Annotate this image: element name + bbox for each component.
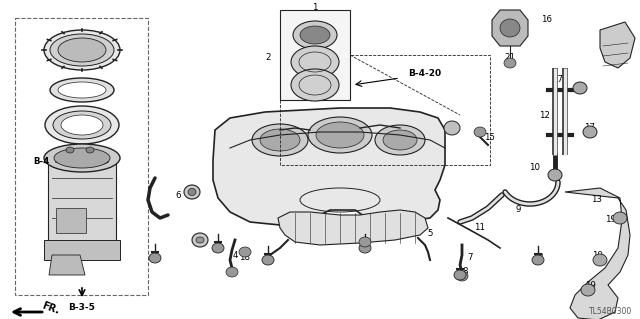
Text: 8: 8 <box>265 254 271 263</box>
Text: 6: 6 <box>175 190 180 199</box>
Ellipse shape <box>260 129 300 151</box>
Ellipse shape <box>61 115 103 135</box>
Ellipse shape <box>58 38 106 62</box>
Ellipse shape <box>300 26 330 44</box>
Ellipse shape <box>573 82 587 94</box>
Ellipse shape <box>291 46 339 78</box>
Ellipse shape <box>383 130 417 150</box>
Ellipse shape <box>359 237 371 247</box>
Text: B-4: B-4 <box>34 158 108 167</box>
Ellipse shape <box>44 144 120 172</box>
Ellipse shape <box>226 267 238 277</box>
Ellipse shape <box>188 189 196 196</box>
Ellipse shape <box>316 122 364 148</box>
Ellipse shape <box>239 247 251 257</box>
Text: 12: 12 <box>540 110 550 120</box>
Text: 19: 19 <box>605 216 616 225</box>
Text: 17: 17 <box>584 123 595 132</box>
Text: 20: 20 <box>447 123 458 132</box>
Polygon shape <box>44 240 120 260</box>
Ellipse shape <box>50 34 114 66</box>
Ellipse shape <box>532 255 544 265</box>
Ellipse shape <box>53 111 111 139</box>
Polygon shape <box>600 22 635 68</box>
Text: 8: 8 <box>152 254 157 263</box>
Text: 8: 8 <box>537 254 543 263</box>
Ellipse shape <box>196 237 204 243</box>
Text: B-3-5: B-3-5 <box>68 303 95 313</box>
Ellipse shape <box>192 233 208 247</box>
Ellipse shape <box>474 127 486 137</box>
Text: 8: 8 <box>462 268 468 277</box>
Ellipse shape <box>50 78 114 102</box>
Ellipse shape <box>504 58 516 68</box>
Text: 7: 7 <box>467 254 473 263</box>
Ellipse shape <box>548 169 562 181</box>
Text: 8: 8 <box>215 241 221 249</box>
Ellipse shape <box>149 253 161 263</box>
Text: FR.: FR. <box>40 300 60 316</box>
Text: 9: 9 <box>515 205 521 214</box>
FancyBboxPatch shape <box>56 208 86 233</box>
Ellipse shape <box>583 126 597 138</box>
Text: 10: 10 <box>529 164 541 173</box>
Ellipse shape <box>375 125 425 155</box>
Ellipse shape <box>359 243 371 253</box>
Ellipse shape <box>454 270 466 280</box>
Text: 17: 17 <box>552 76 563 85</box>
Text: TL54B0300: TL54B0300 <box>589 308 632 316</box>
Ellipse shape <box>291 69 339 101</box>
Text: 1: 1 <box>312 4 317 12</box>
Ellipse shape <box>184 185 200 199</box>
Ellipse shape <box>262 255 274 265</box>
Text: 15: 15 <box>484 133 495 143</box>
Ellipse shape <box>444 121 460 135</box>
Text: 14: 14 <box>620 38 630 47</box>
Ellipse shape <box>54 148 110 168</box>
Ellipse shape <box>613 212 627 224</box>
Text: 16: 16 <box>541 16 552 25</box>
Text: 4: 4 <box>232 250 237 259</box>
Polygon shape <box>280 10 350 100</box>
Text: 18: 18 <box>239 254 250 263</box>
FancyBboxPatch shape <box>48 158 116 245</box>
Ellipse shape <box>86 147 94 153</box>
Ellipse shape <box>45 106 119 144</box>
Text: 3: 3 <box>192 190 198 199</box>
Polygon shape <box>565 188 630 319</box>
Text: 21: 21 <box>504 54 515 63</box>
Polygon shape <box>49 255 85 275</box>
Ellipse shape <box>44 30 120 70</box>
Text: 13: 13 <box>591 196 602 204</box>
Text: 2: 2 <box>265 54 271 63</box>
Text: 11: 11 <box>474 224 486 233</box>
Ellipse shape <box>456 271 468 281</box>
Ellipse shape <box>66 147 74 153</box>
Ellipse shape <box>500 19 520 37</box>
Ellipse shape <box>58 82 106 98</box>
Text: 19: 19 <box>591 250 602 259</box>
Ellipse shape <box>293 21 337 49</box>
Polygon shape <box>213 108 445 225</box>
Polygon shape <box>278 210 428 245</box>
Text: 19: 19 <box>584 280 595 290</box>
Ellipse shape <box>252 124 308 156</box>
Text: 18: 18 <box>360 241 371 249</box>
Polygon shape <box>492 10 528 46</box>
Ellipse shape <box>212 243 224 253</box>
Ellipse shape <box>581 284 595 296</box>
Text: 5: 5 <box>428 228 433 238</box>
Text: B-4-20: B-4-20 <box>408 69 441 78</box>
Ellipse shape <box>593 254 607 266</box>
Ellipse shape <box>308 117 372 153</box>
